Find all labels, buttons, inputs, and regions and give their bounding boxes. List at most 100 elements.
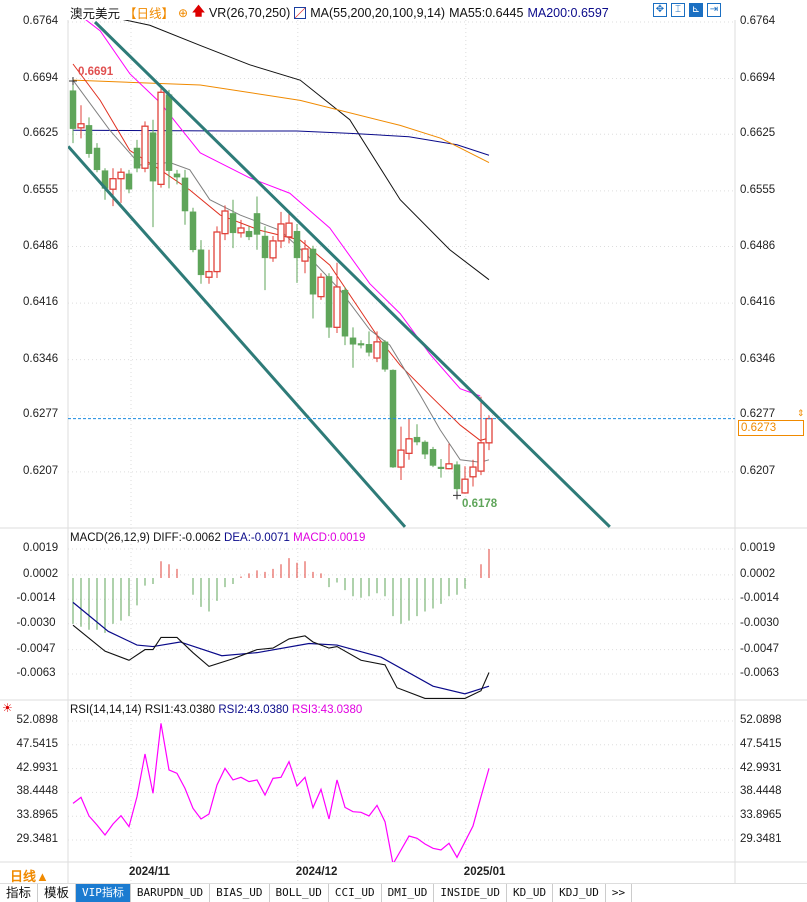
tab-barupdn-ud[interactable]: BARUPDN_UD — [131, 884, 211, 902]
ma200-value: MA200:0.6597 — [527, 5, 609, 20]
rsi3-value: RSI3:43.0380 — [291, 704, 363, 716]
macd-value: MACD:0.0019 — [293, 532, 366, 544]
rsi-title: RSI(14,14,14) — [70, 704, 142, 716]
moving-average-line-ma_magenta — [85, 20, 481, 397]
candle-body — [325, 276, 333, 328]
rsi-tick-label: 47.5415 — [740, 737, 782, 750]
rsi-tick-label: 38.4448 — [16, 785, 59, 798]
rsi1-value: RSI1:43.0380 — [144, 704, 216, 716]
range-icon[interactable]: ⌶ — [671, 3, 685, 17]
candle-body — [93, 147, 101, 171]
candle-body — [365, 344, 373, 353]
rsi-tick-label: 33.8965 — [16, 809, 59, 822]
candle-body — [157, 91, 165, 186]
macd-panel — [72, 549, 490, 699]
moving-average-line-ma_gray — [72, 79, 490, 463]
candle-body — [381, 341, 389, 370]
vr-indicator[interactable]: VR(26,70,250) — [208, 5, 291, 20]
diff-value: DIFF:-0.0062 — [153, 532, 221, 544]
candle-body — [349, 337, 357, 345]
tab-dmi-ud[interactable]: DMI_UD — [382, 884, 435, 902]
macd-tick-label: 0.0019 — [23, 542, 59, 554]
candle-body — [69, 90, 77, 129]
tab-boll-ud[interactable]: BOLL_UD — [270, 884, 329, 902]
chart-line-icon — [294, 6, 307, 19]
macd-title: MACD(26,12,9) — [70, 532, 150, 544]
candle-body — [197, 249, 205, 276]
candle-body — [357, 343, 365, 346]
high-marker-icon — [69, 76, 77, 85]
price-tick-label: 0.6625 — [740, 127, 776, 140]
price-tick-label: 0.6277 — [23, 408, 59, 421]
chart-canvas[interactable] — [0, 0, 807, 883]
crosshair-icon[interactable]: ✥ — [653, 3, 667, 17]
tab-vip指标[interactable]: VIP指标 — [76, 884, 131, 902]
candle-body — [293, 230, 301, 259]
tab-kdj-ud[interactable]: KDJ_UD — [553, 884, 606, 902]
rsi-line — [72, 723, 490, 862]
tab-cci-ud[interactable]: CCI_UD — [329, 884, 382, 902]
candle-body — [205, 270, 213, 278]
sun-icon[interactable]: ☀ — [2, 701, 13, 715]
price-tick-label: 0.6764 — [23, 15, 59, 27]
tab-指标[interactable]: 指标 — [0, 884, 39, 902]
candle-body — [117, 171, 125, 180]
candle-body — [341, 289, 349, 337]
macd-tick-label: -0.0047 — [16, 642, 56, 655]
candle-body — [469, 466, 477, 478]
candle-body — [461, 478, 469, 494]
moving-average-line-ma_red — [72, 63, 490, 441]
candle-body — [421, 441, 429, 455]
candle-body — [261, 235, 269, 259]
candle-body — [453, 464, 461, 490]
price-tick-label: 0.6346 — [23, 352, 59, 365]
candle-body — [125, 173, 133, 190]
moving-average-line-ma200 — [72, 129, 490, 156]
macd-tick-label: -0.0030 — [16, 616, 56, 629]
price-panel — [68, 20, 611, 528]
candle-body — [277, 223, 285, 242]
candle-body — [189, 211, 197, 251]
candle-body — [309, 248, 317, 295]
tab-bias-ud[interactable]: BIAS_UD — [210, 884, 270, 902]
candle-body — [405, 438, 413, 454]
price-arrow-icon[interactable]: ⇕ — [797, 408, 805, 418]
candle-body — [437, 466, 445, 469]
candle-body — [445, 463, 453, 470]
macd-tick-label: -0.0063 — [16, 667, 56, 679]
dea-value: DEA:-0.0071 — [224, 532, 290, 544]
period-selector[interactable]: 日线▲ — [10, 869, 49, 884]
date-tick-label: 2024/11 — [129, 866, 170, 878]
tab-kd-ud[interactable]: KD_UD — [507, 884, 554, 902]
price-tick-label: 0.6555 — [23, 183, 59, 196]
candle-body — [245, 230, 253, 238]
macd-header: MACD(26,12,9) DIFF:-0.0062 DEA:-0.0071 M… — [70, 532, 365, 544]
macd-tick-label: -0.0014 — [16, 592, 56, 605]
tab-inside-ud[interactable]: INSIDE_UD — [434, 884, 507, 902]
rsi-tick-label: 52.0898 — [740, 714, 782, 726]
zoom-bars-icon[interactable]: ⊾ — [689, 3, 703, 17]
price-tick-label: 0.6416 — [740, 296, 776, 309]
period-label[interactable]: 【日线】 — [124, 7, 175, 21]
trend-channel-line — [68, 145, 407, 528]
shift-right-icon[interactable]: ⇥ — [707, 3, 721, 17]
dea-line — [72, 601, 490, 695]
candle-body — [109, 178, 117, 190]
macd-tick-label: -0.0030 — [740, 616, 780, 629]
tab-模板[interactable]: 模板 — [38, 884, 77, 902]
candle-body — [181, 177, 189, 212]
price-tick-label: 0.6486 — [23, 239, 59, 252]
candle-body — [221, 210, 229, 235]
add-circle-icon[interactable]: ⊕ — [178, 5, 189, 20]
tab--[interactable]: >> — [606, 884, 633, 902]
price-tick-label: 0.6207 — [740, 464, 776, 477]
price-tick-label: 0.6346 — [740, 352, 776, 365]
price-tick-label: 0.6764 — [740, 15, 776, 27]
candle-body — [237, 227, 245, 234]
macd-tick-label: -0.0047 — [740, 642, 780, 655]
ma55-value: MA55:0.6445 — [449, 5, 524, 20]
macd-tick-label: 0.0019 — [740, 542, 776, 554]
rsi-header: RSI(14,14,14) RSI1:43.0380 RSI2:43.0380 … — [70, 704, 362, 716]
ma-params[interactable]: MA(55,200,20,100,9,14) — [310, 5, 446, 20]
moving-average-line-ma_orange — [72, 79, 490, 163]
